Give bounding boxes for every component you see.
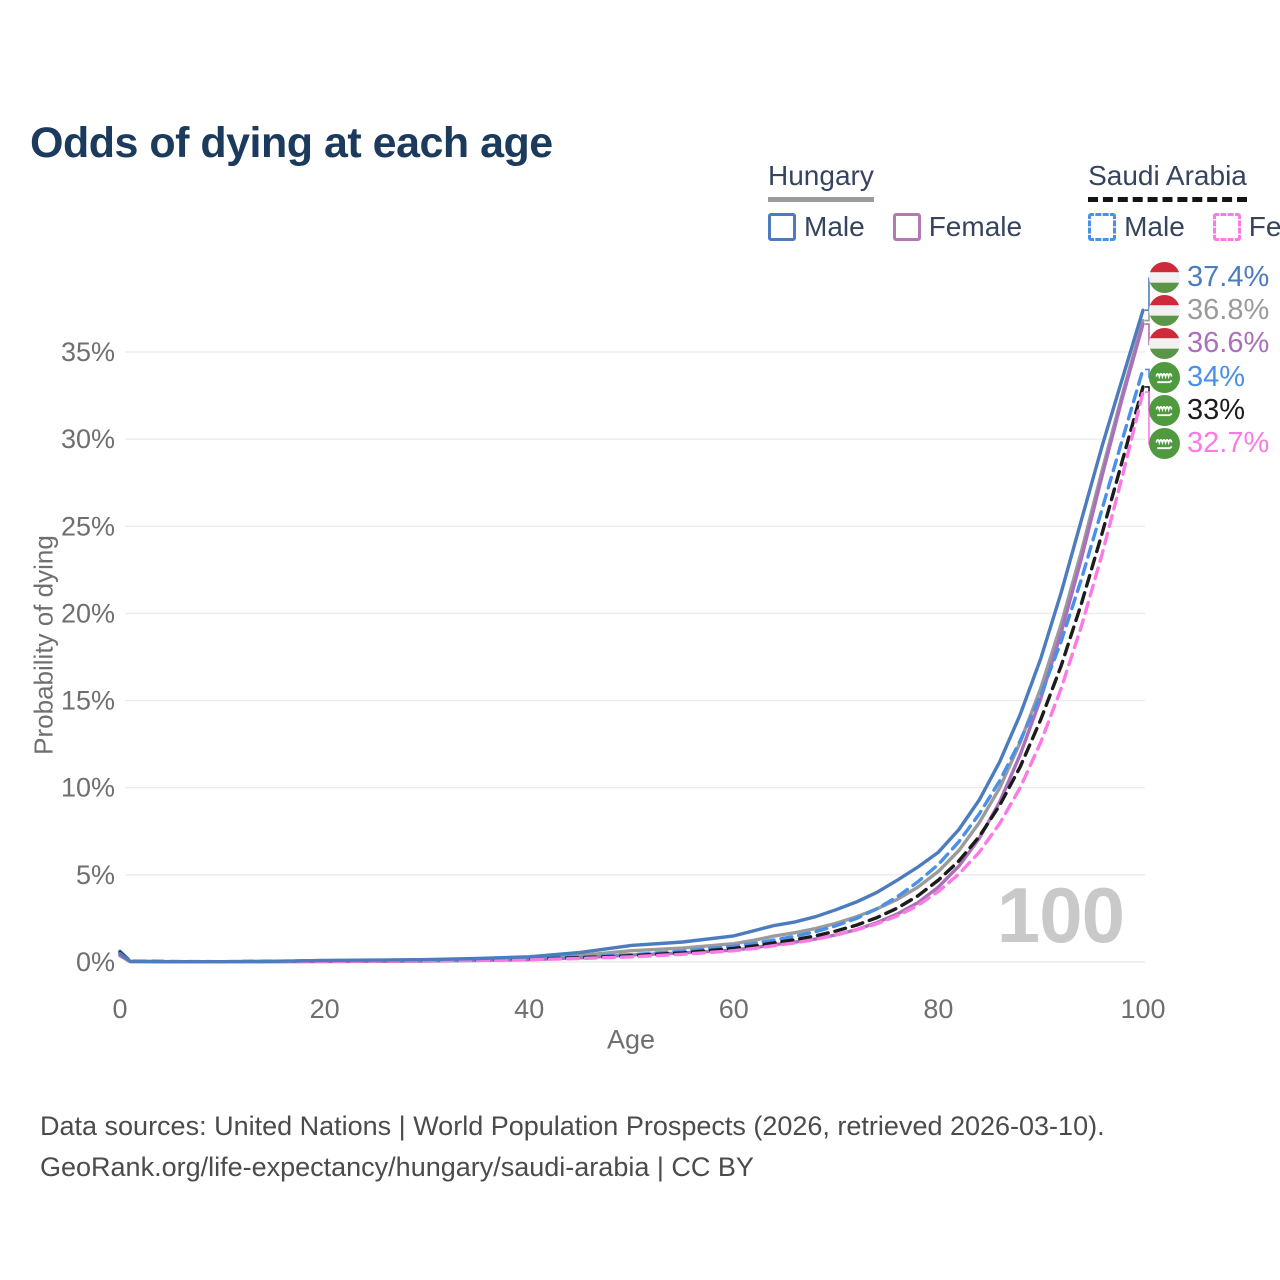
end-label-connector [1145,391,1153,445]
x-tick-label: 100 [1120,994,1165,1024]
end-label-connector [1145,323,1153,346]
end-label-connector [1145,277,1153,311]
series-line-hungary-female [118,322,1145,964]
legend-item-saudi-arabia-female[interactable]: Female [1212,211,1280,243]
series-line-hungary-male [118,308,1145,964]
legend-country-saudi-arabia[interactable]: Saudi Arabia [1088,160,1247,202]
solid-line-swatch-icon [892,213,921,241]
x-tick-label: 60 [719,994,749,1024]
legend-item-hungary-female[interactable]: Female [892,211,1023,243]
end-label-connector [1145,368,1153,379]
y-tick-label: 10% [61,773,115,803]
legend: Hungary Male Female Saudi Arabia Male Fe… [768,160,1280,243]
y-tick-label: 25% [61,511,115,541]
x-axis-title: Age [606,1024,656,1055]
legend-item-label: Male [804,211,865,242]
legend-items-saudi-arabia: Male Female [1088,211,1280,243]
legend-item-label: Female [928,211,1023,242]
y-tick-label: 35% [61,337,115,367]
end-label-connector [1145,310,1153,322]
legend-country-hungary[interactable]: Hungary [768,160,874,202]
legend-item-hungary-male[interactable]: Male [768,211,865,243]
page-title: Odds of dying at each age [30,118,553,167]
series-line-saudi-arabia-male [118,367,1145,964]
y-tick-label: 0% [76,947,115,977]
current-age-watermark: 100 [996,871,1125,959]
x-tick-label: 20 [310,994,340,1024]
solid-line-swatch-icon [768,213,796,241]
y-tick-label: 5% [76,860,115,890]
legend-item-label: Female [1248,211,1280,242]
y-tick-label: 20% [61,598,115,628]
x-tick-label: 40 [514,994,544,1024]
x-tick-label: 80 [923,994,953,1024]
footer: Data sources: United Nations | World Pop… [40,1106,1105,1188]
dashed-line-swatch-icon [1088,213,1117,241]
series-line-hungary-both-sexes [118,318,1145,964]
x-tick-label: 0 [112,994,127,1024]
series-line-saudi-arabia-female [118,390,1145,964]
legend-group-hungary: Hungary Male Female [768,160,1022,243]
legend-item-saudi-arabia-male[interactable]: Male [1088,211,1185,243]
y-tick-label: 30% [61,424,115,454]
legend-items-hungary: Male Female [768,211,1022,243]
attribution-line: GeoRank.org/life-expectancy/hungary/saud… [40,1152,754,1182]
legend-item-label: Male [1124,211,1185,242]
y-axis-title: Probability of dying [28,535,59,755]
legend-group-saudi-arabia: Saudi Arabia Male Female [1088,160,1280,243]
data-sources-line: Data sources: United Nations | World Pop… [40,1111,1105,1141]
dashed-line-swatch-icon [1212,213,1241,241]
y-tick-label: 15% [61,686,115,716]
